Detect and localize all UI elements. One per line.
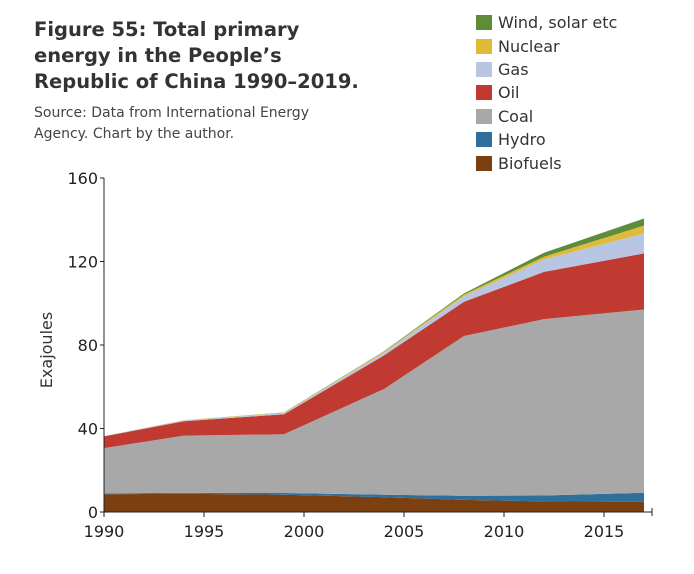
legend-swatch: [476, 38, 492, 54]
legend-item-gas: Gas: [476, 58, 617, 81]
area-biofuels: [104, 493, 644, 512]
x-tick-label: 1990: [84, 522, 125, 541]
legend-swatch: [476, 15, 492, 31]
chart-title: Figure 55: Total primary energy in the P…: [34, 18, 359, 93]
legend-label: Gas: [498, 59, 529, 79]
area-layer: [104, 218, 644, 512]
area-wind-solar-etc: [104, 218, 644, 436]
legend-label: Oil: [498, 83, 520, 103]
y-tick-label: 80: [78, 336, 98, 355]
y-axis-label: Exajoules: [37, 312, 56, 388]
legend-label: Biofuels: [498, 153, 562, 173]
y-tick-label: 40: [78, 420, 98, 439]
area-hydro: [104, 492, 644, 502]
legend-item-wind-solar-etc: Wind, solar etc: [476, 11, 617, 34]
legend-item-nuclear: Nuclear: [476, 34, 617, 57]
axes: 0 40 80 120 160 1990 1995 2000 2005 2010 2015: [67, 169, 653, 541]
area-nuclear: [104, 225, 644, 436]
x-tick-label: 2000: [284, 522, 325, 541]
x-tick-label: 1995: [184, 522, 225, 541]
legend-swatch: [476, 61, 492, 77]
x-tick-label: 2005: [384, 522, 425, 541]
legend: Wind, solar etc Nuclear Gas Oil Coal Hydro Bio…: [476, 11, 617, 175]
y-tick-label: 120: [67, 253, 98, 272]
legend-label: Nuclear: [498, 36, 560, 56]
legend-label: Hydro: [498, 130, 546, 150]
legend-item-biofuels: Biofuels: [476, 151, 617, 174]
y-tick-label: 0: [88, 503, 98, 522]
area-gas: [104, 233, 644, 437]
area-coal: [104, 309, 644, 496]
legend-swatch: [476, 155, 492, 171]
legend-swatch: [476, 108, 492, 124]
legend-item-oil: Oil: [476, 81, 617, 104]
legend-label: Coal: [498, 106, 534, 126]
legend-item-coal: Coal: [476, 105, 617, 128]
legend-item-hydro: Hydro: [476, 128, 617, 151]
area-oil: [104, 253, 644, 449]
legend-swatch: [476, 85, 492, 101]
chart-source: Source: Data from International Energy A…: [34, 105, 309, 142]
legend-label: Wind, solar etc: [498, 13, 618, 33]
y-tick-label: 160: [67, 169, 98, 188]
x-tick-label: 2015: [584, 522, 625, 541]
x-tick-label: 2010: [484, 522, 525, 541]
legend-swatch: [476, 132, 492, 148]
